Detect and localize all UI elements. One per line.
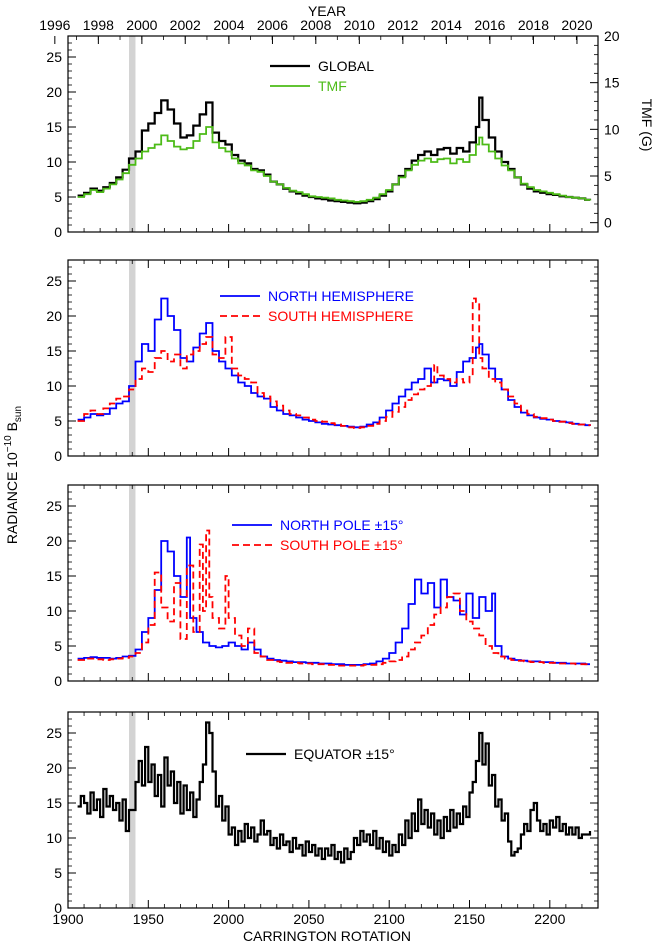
x-tick-label: 1950 [133, 911, 164, 927]
y-tick-label: 15 [46, 568, 62, 584]
right-tick-label: 0 [604, 215, 612, 231]
top-axis-title: YEAR [308, 3, 346, 19]
year-tick-label: 2008 [300, 17, 331, 33]
y-axis-title-sub: sun [13, 406, 24, 422]
y-tick-label: 10 [46, 378, 62, 394]
y-tick-label: 20 [46, 533, 62, 549]
y-tick-label: 20 [46, 760, 62, 776]
year-tick-label: 2006 [257, 17, 288, 33]
series-global-line [77, 96, 592, 205]
y-tick-label: 5 [54, 638, 62, 654]
y-tick-label: 10 [46, 603, 62, 619]
y-tick-label: 20 [46, 84, 62, 100]
legend-label: GLOBAL [318, 58, 374, 74]
right-tick-label: 10 [604, 121, 620, 137]
year-tick-label: 1996 [39, 17, 70, 33]
data-gap-band [129, 36, 136, 232]
y-tick-label: 25 [46, 498, 62, 514]
y-tick-label: 0 [54, 448, 62, 464]
x-tick-label: 2200 [534, 911, 565, 927]
panel-hemispheres: 0 5 10 15 20 25 NORTH HEMISPHERE SOUTH HEMISPHE… [46, 259, 599, 464]
year-tick-label: 2018 [518, 17, 549, 33]
y-tick-label: 15 [46, 795, 62, 811]
y-tick-label: 0 [54, 673, 62, 689]
panel-global: 0 5 10 15 20 25 0 5 10 15 20 GLOBAL TMF [46, 28, 619, 240]
series-north-pole-15-line [77, 536, 590, 666]
series-south-pole-15-line [77, 529, 590, 667]
legend-label: NORTH HEMISPHERE [268, 288, 414, 304]
year-tick-label: 2002 [170, 17, 201, 33]
y-tick-label: 5 [54, 865, 62, 881]
top-year-ticks: 1996 1998 2000 2002 2004 2006 2008 2010 2012 2014… [39, 17, 593, 44]
y-tick-label: 0 [54, 224, 62, 240]
series-south-hemisphere-line [77, 297, 591, 429]
year-tick-label: 2012 [387, 17, 418, 33]
y-axis-title: RADIANCE 10−10 Bsun [3, 406, 24, 544]
bottom-axis-title: CARRINGTON ROTATION [243, 928, 411, 944]
right-tick-label: 15 [604, 75, 620, 91]
legend-label: SOUTH HEMISPHERE [268, 308, 413, 324]
y-tick-label: 20 [46, 308, 62, 324]
year-tick-label: 2014 [431, 17, 462, 33]
right-tick-label: 20 [604, 28, 620, 44]
panel-equator: 0 5 10 15 20 25 1900 1950 2000 2050 2100 2150 2200 EQ… [46, 711, 599, 927]
legend-label: SOUTH POLE ±15° [280, 537, 403, 553]
y-tick-label: 15 [46, 343, 62, 359]
y-tick-label: 0 [54, 900, 62, 916]
y-tick-label: 25 [46, 49, 62, 65]
data-gap-band [129, 260, 136, 456]
plot-frame [67, 484, 599, 682]
legend-label: TMF [318, 78, 347, 94]
legend-label: EQUATOR ±15° [294, 746, 395, 762]
y-tick-label: 10 [46, 154, 62, 170]
plot-frame [67, 711, 599, 909]
y-tick-label: 5 [54, 413, 62, 429]
y-tick-label: 5 [54, 189, 62, 205]
year-tick-label: 2004 [213, 17, 244, 33]
x-tick-label: 2100 [374, 911, 405, 927]
year-tick-label: 2000 [126, 17, 157, 33]
x-tick-label: 2150 [454, 911, 485, 927]
legend-label: NORTH POLE ±15° [280, 517, 404, 533]
x-tick-label: 1900 [52, 911, 83, 927]
right-axis-title: TMF (G) [639, 99, 655, 152]
year-tick-label: 1998 [83, 17, 114, 33]
data-gap-band [129, 485, 136, 681]
y-tick-label: 15 [46, 119, 62, 135]
year-tick-label: 2016 [474, 17, 505, 33]
y-tick-label: 25 [46, 273, 62, 289]
x-tick-label: 2050 [293, 911, 324, 927]
right-tick-label: 5 [604, 168, 612, 184]
y-axis-title-tail: B [4, 422, 20, 435]
panel-poles: 0 5 10 15 20 25 NORTH POLE ±15° SOUTH POLE ±15° [46, 484, 599, 689]
y-tick-label: 25 [46, 725, 62, 741]
series-equator-15-line [77, 721, 592, 864]
y-axis-title-exp: −10 [3, 435, 14, 452]
year-tick-label: 2010 [344, 17, 375, 33]
year-tick-label: 2020 [561, 17, 592, 33]
y-tick-label: 10 [46, 830, 62, 846]
y-axis-title-main: RADIANCE 10 [4, 452, 20, 544]
x-tick-label: 2000 [213, 911, 244, 927]
series-tmf-line [77, 126, 591, 203]
